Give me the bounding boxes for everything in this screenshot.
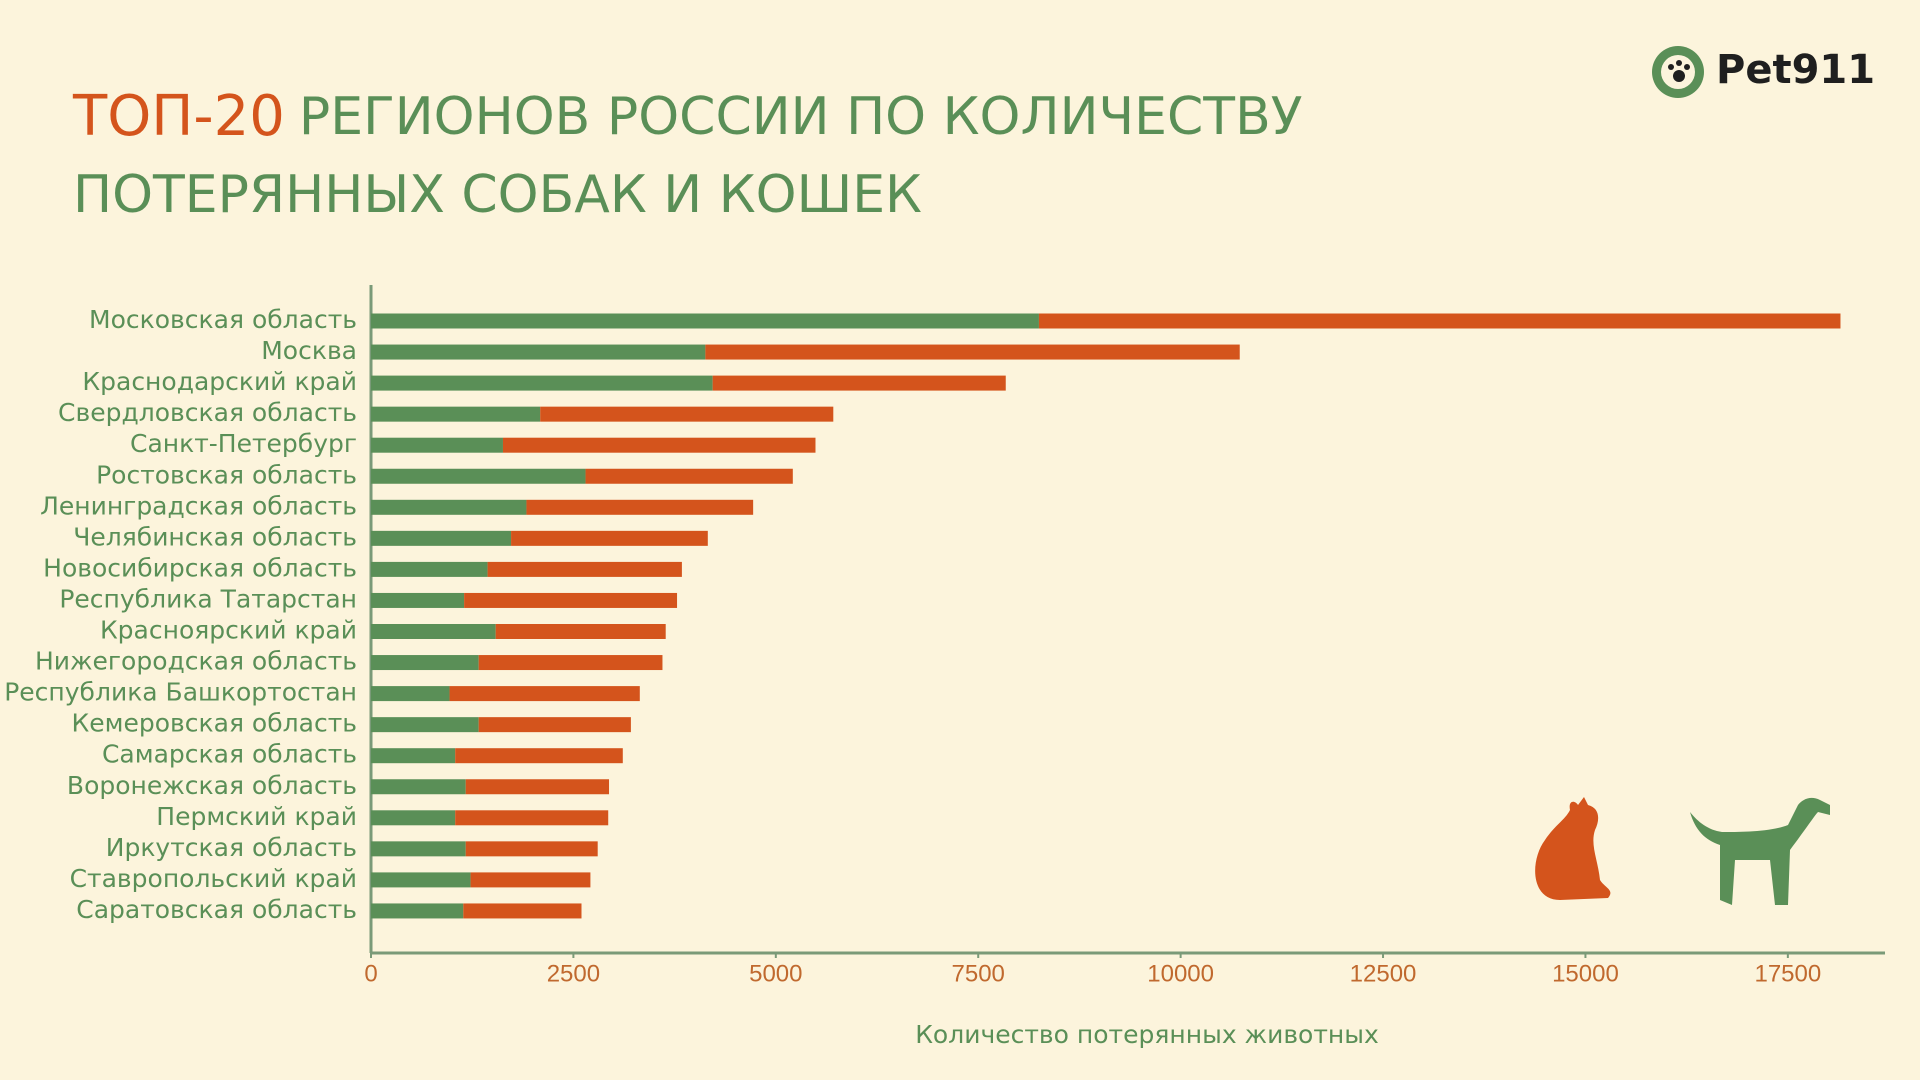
x-axis-label: Количество потерянных животных [915, 1020, 1379, 1049]
bar-segment [464, 592, 678, 608]
bar-segment [487, 561, 682, 577]
logo-paw [1673, 70, 1685, 82]
y-tick-label: Свердловская область [58, 398, 357, 427]
bar-segment [540, 406, 834, 422]
bar-segment [371, 375, 713, 391]
y-tick-label: Ставропольский край [70, 864, 357, 893]
bar-segment [371, 841, 466, 857]
bar-segment [465, 779, 610, 795]
y-tick-label: Челябинская область [73, 522, 357, 551]
bar-segment [526, 499, 754, 515]
bar-segment [705, 344, 1240, 360]
y-tick-label: Красноярский край [100, 616, 357, 645]
bar-segment [1038, 313, 1841, 329]
x-tick-label: 15000 [1552, 960, 1619, 987]
y-tick-label: Новосибирская область [43, 553, 357, 582]
bar-segment [371, 499, 527, 515]
y-tick-label: Нижегородская область [35, 647, 357, 676]
x-tick-label: 2500 [547, 960, 600, 987]
bar-segment [371, 468, 586, 484]
cat-shape [1535, 797, 1611, 900]
bar-segment [478, 655, 663, 671]
logo-paw [1684, 64, 1690, 70]
title-highlight: ТОП-20 [72, 84, 285, 149]
bar-segment [371, 717, 479, 733]
bar-segment [371, 810, 456, 826]
bar-segment [502, 437, 816, 453]
bar-segment [371, 872, 471, 888]
bar-segment [470, 872, 591, 888]
bar-segment [455, 810, 609, 826]
x-tick-label: 5000 [749, 960, 802, 987]
bar-segment [371, 903, 464, 919]
y-tick-label: Москва [261, 336, 357, 365]
bar-segment [371, 624, 496, 639]
y-tick-label: Ленинградская область [40, 491, 357, 520]
y-tick-label: Республика Татарстан [59, 584, 357, 613]
logo-paw [1676, 60, 1682, 66]
bar-segment [478, 717, 631, 733]
x-tick-label: 17500 [1754, 960, 1821, 987]
bar-segment [371, 344, 706, 360]
chart-title: ПОТЕРЯННЫХ СОБАК И КОШЕК [73, 165, 922, 225]
bar-segment [371, 655, 479, 671]
logo: Pet911 [1652, 46, 1875, 98]
x-tick-label: 10000 [1147, 960, 1214, 987]
y-tick-label: Воронежская область [67, 771, 357, 800]
y-tick-label: Московская область [89, 305, 357, 334]
title-text: РЕГИОНОВ РОССИИ ПО КОЛИЧЕСТВУ [299, 87, 1303, 147]
y-tick-label: Краснодарский край [82, 367, 357, 396]
bar-segment [371, 592, 465, 608]
x-tick-label: 12500 [1350, 960, 1417, 987]
y-tick-label: Республика Башкортостан [4, 678, 357, 707]
bar-segment [455, 748, 623, 764]
y-tick-label: Самарская область [102, 740, 357, 769]
bar-segment [463, 903, 582, 919]
x-tick-label: 0 [364, 960, 377, 987]
bar-segment [371, 561, 488, 577]
bar-segment [371, 530, 512, 546]
chart-title: ТОП-20 РЕГИОНОВ РОССИИ ПО КОЛИЧЕСТВУ [72, 84, 1302, 149]
y-tick-label: Ростовская область [96, 460, 357, 489]
y-tick-label: Кемеровская область [72, 709, 357, 738]
logo-paw [1668, 64, 1674, 70]
y-tick-label: Пермский край [156, 802, 357, 831]
bar-segment [712, 375, 1006, 391]
bar-segment [465, 841, 598, 857]
logo-text: Pet911 [1716, 47, 1875, 93]
y-tick-label: Саратовская область [76, 895, 357, 924]
bar-segment [449, 686, 640, 702]
y-tick-label: Иркутская область [106, 833, 357, 862]
dog-shape [1690, 797, 1830, 905]
bar-segment [511, 530, 708, 546]
bar-segment [371, 686, 450, 702]
bar-segment [371, 313, 1039, 329]
bar-segment [371, 406, 541, 422]
bar-segment [585, 468, 793, 484]
bar-segment [371, 779, 466, 795]
cat-icon [1535, 797, 1611, 900]
y-tick-label: Санкт-Петербург [130, 429, 357, 458]
x-tick-label: 7500 [952, 960, 1005, 987]
bar-segment [495, 624, 666, 639]
dog-icon [1690, 797, 1830, 905]
bar-segment [371, 437, 503, 453]
bar-segment [371, 748, 456, 764]
